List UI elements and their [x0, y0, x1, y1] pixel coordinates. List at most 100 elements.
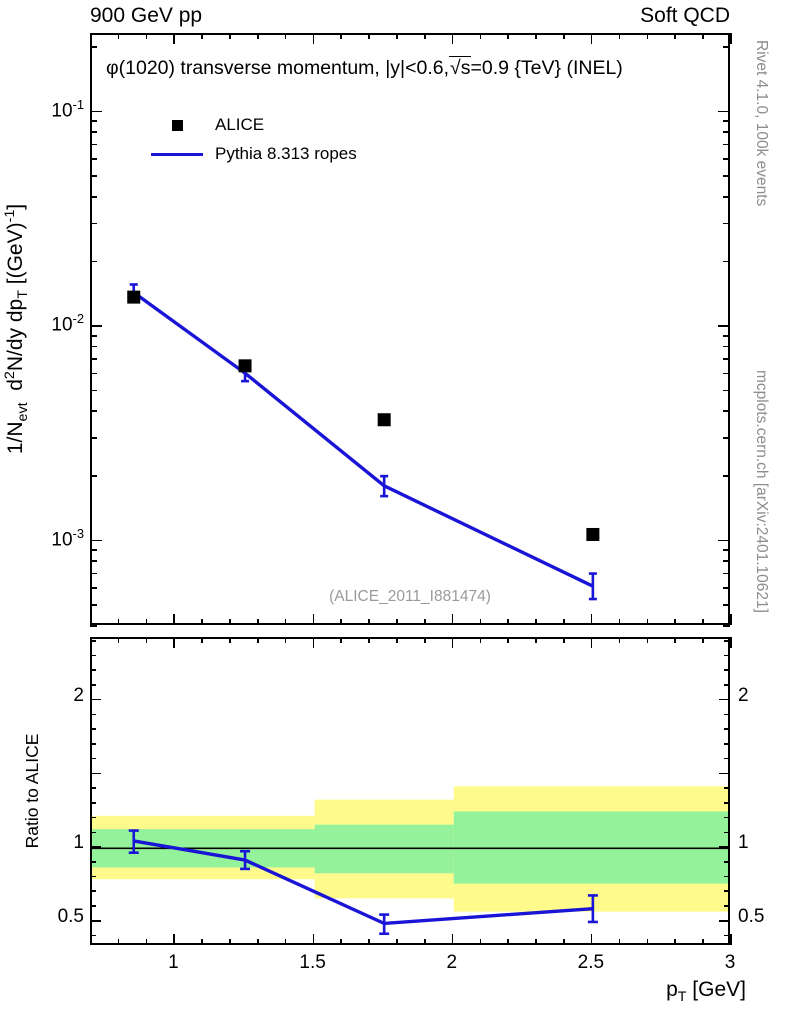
x-tick-minor — [90, 619, 92, 625]
analysis-watermark: (ALICE_2011_I881474) — [329, 588, 491, 605]
ratio-plot-area — [92, 639, 728, 943]
x-tick-minor — [674, 619, 676, 625]
x-tick-minor — [702, 939, 704, 945]
y-tick-ratio — [719, 846, 730, 848]
y-tick-ratio — [724, 787, 730, 789]
y-tick-ratio — [90, 934, 96, 937]
x-tick-minor — [256, 33, 259, 39]
x-tick-minor — [618, 619, 621, 625]
y-tick-ratio — [724, 654, 730, 657]
y-tick-ratio — [90, 875, 96, 878]
x-tick-minor — [507, 619, 509, 625]
y-tick-main — [718, 539, 730, 542]
x-tick-minor — [396, 939, 398, 945]
x-tick-minor — [256, 939, 259, 945]
x-axis-label: pT [GeV] — [666, 978, 746, 1006]
x-tick-minor — [479, 939, 482, 945]
x-tick-minor — [451, 934, 454, 945]
mc-errorbar-ratio — [379, 913, 390, 936]
y-tick-main — [90, 560, 97, 563]
x-tick-minor — [507, 33, 509, 39]
x-tick-minor — [590, 934, 593, 945]
x-tick-minor — [117, 33, 120, 39]
x-tick-minor — [479, 637, 482, 643]
y-tick-ratio — [90, 684, 96, 686]
y-tick-main — [723, 260, 730, 263]
mc-errorbar-ratio — [587, 894, 598, 924]
x-tick-minor — [396, 33, 398, 39]
x-tick-minor — [117, 619, 120, 625]
y-tick-ratio — [90, 831, 96, 834]
y-tick-main — [90, 475, 97, 477]
y-tick-label-ratio: 2 — [73, 684, 84, 706]
x-tick-minor — [368, 939, 370, 945]
y-tick-main — [90, 143, 97, 146]
y-tick-ratio — [90, 639, 96, 642]
plot-title: φ(1020) transverse momentum, |y|<0.6,√s=… — [106, 56, 623, 79]
y-tick-ratio — [724, 757, 730, 760]
alice-data-marker — [586, 527, 600, 541]
y-tick-main — [90, 260, 97, 263]
x-tick-minor — [201, 619, 203, 625]
y-tick-main — [90, 372, 97, 375]
y-tick-main — [718, 325, 730, 327]
x-tick-label: 1 — [168, 952, 179, 973]
x-tick-minor — [590, 33, 593, 44]
y-tick-ratio — [90, 698, 101, 701]
x-tick-minor — [646, 619, 649, 625]
y-tick-main — [90, 572, 97, 575]
y-tick-main — [90, 549, 97, 552]
mc-curve-main — [132, 291, 594, 588]
x-tick-minor — [340, 637, 343, 643]
y-tick-main — [90, 389, 97, 392]
mc-errorbar-main — [588, 572, 597, 601]
x-tick-minor — [284, 33, 287, 39]
y-tick-main — [723, 131, 730, 133]
y-tick-main — [723, 222, 730, 225]
x-tick-minor — [229, 939, 231, 945]
y-axis-label-ratio: Ratio to ALICE — [20, 637, 44, 945]
x-tick-minor — [173, 614, 176, 625]
x-tick-minor — [730, 33, 732, 44]
y-tick-main — [90, 625, 97, 627]
y-tick-main — [90, 345, 97, 348]
y-tick-ratio — [724, 713, 730, 716]
x-tick-minor — [340, 939, 343, 945]
y-tick-ratio — [90, 743, 96, 745]
ratio-data-overlay — [92, 786, 728, 936]
x-tick-minor — [284, 619, 287, 625]
y-tick-ratio — [90, 802, 96, 804]
main-plot-area: φ(1020) transverse momentum, |y|<0.6,√s=… — [92, 35, 728, 623]
y-tick-main — [90, 539, 102, 542]
y-tick-ratio — [90, 905, 96, 907]
y-tick-main — [90, 604, 97, 606]
y-tick-main — [90, 334, 97, 337]
y-tick-ratio — [90, 919, 101, 922]
y-tick-ratio — [724, 831, 730, 834]
x-tick-minor — [229, 33, 231, 39]
y-tick-main — [723, 604, 730, 606]
y-tick-ratio — [724, 802, 730, 804]
x-tick-minor — [507, 637, 509, 643]
y-tick-label-ratio-right: 0.5 — [738, 905, 765, 927]
x-tick-minor — [312, 614, 315, 625]
y-tick-ratio — [724, 743, 730, 745]
x-tick-minor — [284, 637, 287, 643]
y-tick-main — [723, 475, 730, 477]
x-tick-minor — [730, 614, 732, 625]
x-tick-minor — [451, 637, 454, 648]
y-tick-ratio — [90, 757, 96, 760]
y-tick-main — [723, 195, 730, 198]
x-tick-minor — [451, 614, 454, 625]
x-tick-minor — [535, 33, 537, 39]
y-tick-main — [723, 358, 730, 360]
x-tick-label: 2 — [446, 952, 458, 973]
y-tick-main — [90, 437, 97, 439]
y-tick-main — [723, 345, 730, 348]
x-tick-minor — [396, 637, 398, 643]
y-tick-ratio — [90, 654, 96, 657]
y-tick-main — [723, 372, 730, 375]
x-tick-minor — [590, 637, 593, 648]
x-tick-minor — [563, 619, 565, 625]
y-tick-main — [90, 120, 97, 122]
